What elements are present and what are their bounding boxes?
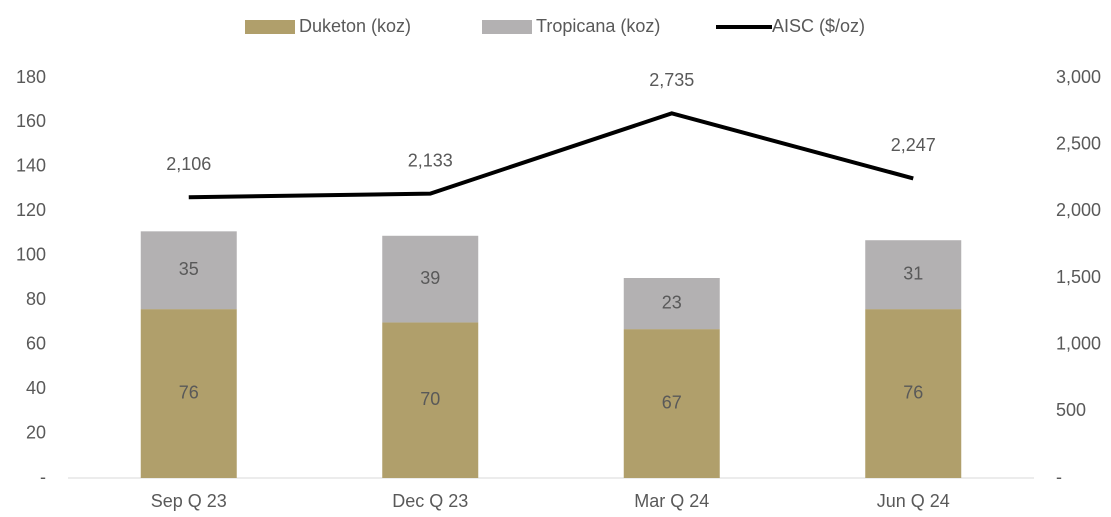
bar — [865, 240, 962, 310]
bar-value-label: 76 — [903, 382, 923, 402]
bar-value-label: 23 — [662, 292, 682, 312]
bar-value-label: 70 — [420, 389, 440, 409]
bar — [382, 235, 479, 323]
line — [188, 111, 914, 200]
y-tick-label: 80 — [26, 289, 46, 309]
y-tick-label: 140 — [16, 156, 46, 176]
bar — [865, 309, 962, 478]
line-value-label: 2,106 — [166, 154, 211, 174]
bar-value-label: 76 — [179, 382, 199, 402]
line-value-label: 2,247 — [891, 135, 936, 155]
bar-value-label: 67 — [662, 392, 682, 412]
y-tick-label: 100 — [16, 245, 46, 265]
legend-swatch — [482, 20, 532, 34]
y2-tick-label: 2,000 — [1056, 200, 1101, 220]
y-tick-label: 160 — [16, 111, 46, 131]
y2-tick-label: 1,500 — [1056, 267, 1101, 287]
x-tick-label: Jun Q 24 — [877, 491, 950, 511]
y2-tick-label: 2,500 — [1056, 133, 1101, 153]
legend-label: Duketon (koz) — [299, 16, 411, 36]
x-tick-label: Sep Q 23 — [151, 491, 227, 511]
x-tick-label: Dec Q 23 — [392, 491, 468, 511]
y-tick-label: 40 — [26, 378, 46, 398]
legend-label: AISC ($/oz) — [772, 16, 865, 36]
legend-swatch — [245, 20, 295, 34]
y2-tick-label: 1,000 — [1056, 333, 1101, 353]
bar — [623, 329, 720, 478]
y-tick-label: 180 — [16, 67, 46, 87]
y-tick-label: 120 — [16, 200, 46, 220]
y2-tick-label: - — [1056, 467, 1062, 487]
y2-tick-label: 500 — [1056, 400, 1086, 420]
bar-value-label: 35 — [179, 259, 199, 279]
bar — [140, 231, 237, 310]
line-value-label: 2,133 — [408, 150, 453, 170]
bar — [140, 309, 237, 478]
line-value-label: 2,735 — [649, 70, 694, 90]
y-tick-label: 60 — [26, 333, 46, 353]
y2-tick-label: 3,000 — [1056, 67, 1101, 87]
y-tick-label: - — [40, 467, 46, 487]
bar — [623, 278, 720, 330]
x-tick-label: Mar Q 24 — [634, 491, 709, 511]
bar-value-label: 39 — [420, 268, 440, 288]
bar — [382, 322, 479, 478]
y-tick-label: 20 — [26, 422, 46, 442]
bar-value-label: 31 — [903, 263, 923, 283]
legend-label: Tropicana (koz) — [536, 16, 660, 36]
